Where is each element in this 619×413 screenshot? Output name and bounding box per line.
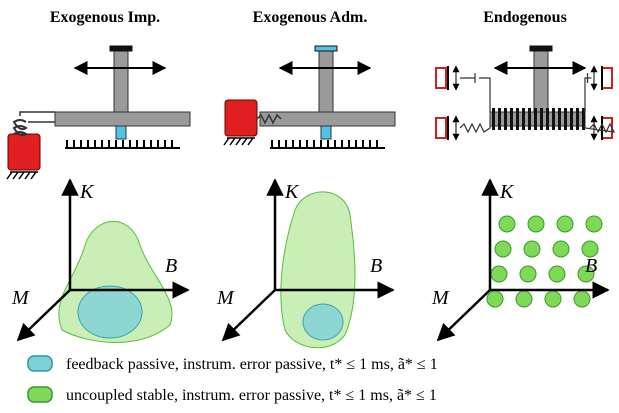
passive-region — [303, 304, 343, 340]
slider-post — [534, 50, 548, 112]
sample-point — [516, 291, 532, 307]
panel-title: Endogenous — [483, 9, 567, 26]
sample-point — [545, 291, 561, 307]
gear-tooth — [576, 108, 579, 130]
actuator — [225, 100, 257, 136]
gear-tooth — [564, 108, 567, 130]
damper — [460, 124, 490, 132]
sample-point — [549, 266, 565, 282]
gear-tooth — [570, 108, 573, 130]
gear-tooth — [516, 108, 519, 130]
sample-point — [520, 266, 536, 282]
axis-label: M — [216, 287, 235, 309]
panel-title: Exogenous Adm. — [253, 9, 368, 26]
gear-tooth — [522, 108, 525, 130]
damper — [460, 73, 490, 112]
slider-post — [319, 50, 333, 112]
ground — [7, 172, 38, 179]
axis-label: B — [585, 255, 597, 277]
panel: Endogenous K B M — [431, 9, 614, 340]
actuator — [8, 134, 40, 170]
axis-label: M — [431, 287, 450, 309]
gear-tooth — [492, 108, 495, 130]
wheel — [436, 68, 446, 88]
legend-label: uncoupled stable, instrum. error passive… — [66, 387, 437, 404]
gear-tooth — [552, 108, 555, 130]
axis-label: K — [499, 181, 515, 203]
axis-label: B — [370, 255, 382, 277]
sample-point — [524, 241, 540, 257]
panel-title: Exogenous Imp. — [50, 9, 160, 26]
slider-beam — [55, 112, 190, 126]
gear-tooth — [558, 108, 561, 130]
passive-region — [78, 286, 142, 338]
post-cap — [530, 46, 552, 51]
axis-label: K — [284, 181, 300, 203]
wheel — [436, 118, 446, 138]
gear-tooth — [504, 108, 507, 130]
sample-point — [528, 216, 544, 232]
axis-label: K — [79, 181, 95, 203]
gear-tooth — [498, 108, 501, 130]
post-cap — [315, 46, 337, 51]
gear-tooth — [528, 108, 531, 130]
sample-point — [491, 266, 507, 282]
sample-point — [495, 241, 511, 257]
figure: feedback passive, instrum. error passive… — [0, 0, 619, 413]
slider-post — [114, 50, 128, 112]
legend-label: feedback passive, instrum. error passive… — [66, 356, 438, 373]
damper — [585, 73, 592, 112]
sensor — [321, 126, 331, 139]
legend-swatch — [28, 356, 52, 371]
ground — [224, 138, 255, 145]
spring — [14, 120, 26, 135]
sample-point — [574, 291, 590, 307]
wheel — [602, 68, 612, 88]
legend-swatch — [28, 387, 52, 402]
panel: Exogenous Adm. K B M — [216, 9, 395, 348]
sample-point — [557, 216, 573, 232]
axis-label: M — [11, 287, 30, 309]
sample-point — [499, 216, 515, 232]
gear-tooth — [534, 108, 537, 130]
gear-tooth — [540, 108, 543, 130]
sample-point — [586, 216, 602, 232]
gear-tooth — [510, 108, 513, 130]
gear-tooth — [546, 108, 549, 130]
axis-label: B — [165, 255, 177, 277]
sample-point — [553, 241, 569, 257]
post-cap — [110, 46, 132, 51]
panel: Exogenous Imp. K B M — [7, 9, 190, 343]
legend: feedback passive, instrum. error passive… — [28, 356, 438, 404]
sample-point — [487, 291, 503, 307]
sensor — [116, 126, 126, 139]
